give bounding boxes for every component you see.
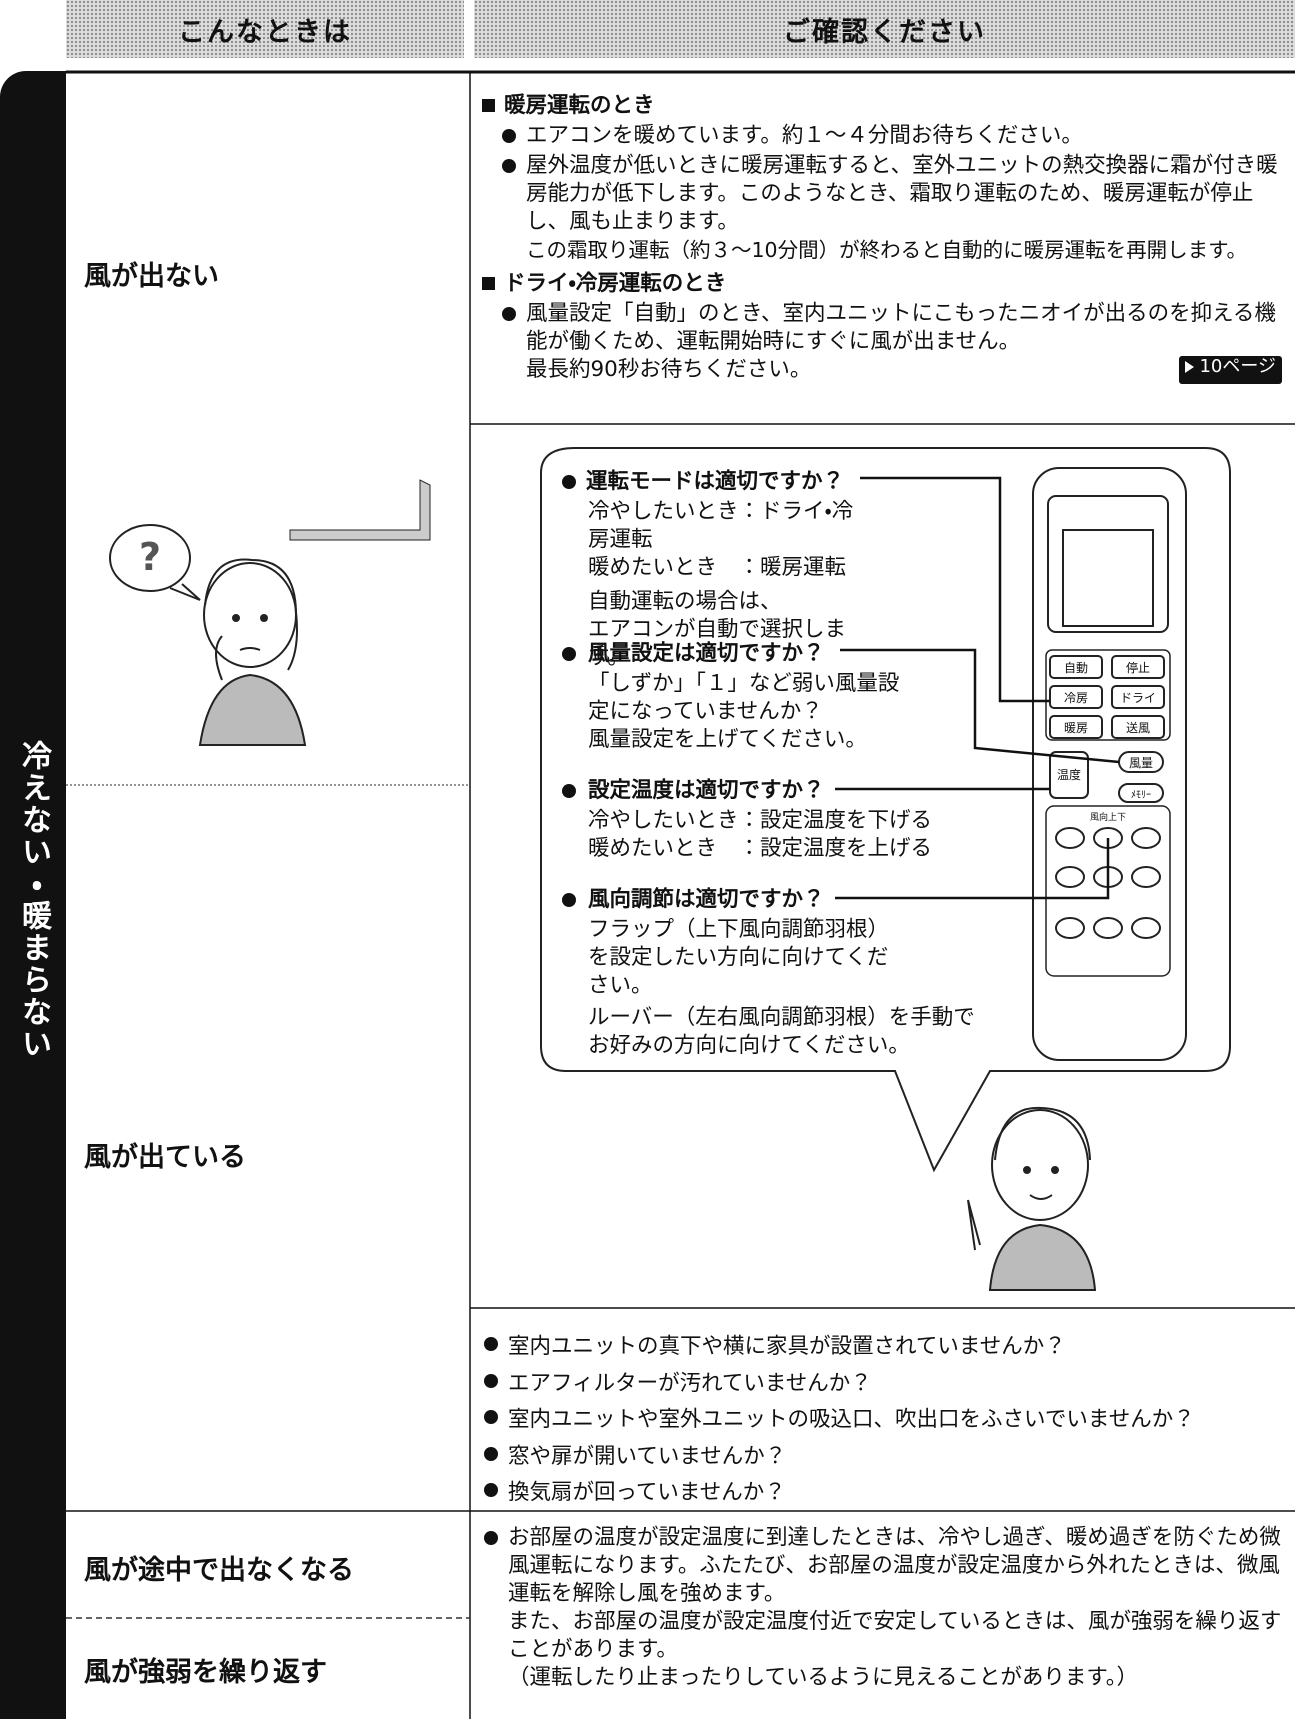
bullet: お部屋の温度が設定温度に到達したときは、冷やし過ぎ、暖め過ぎを防ぐため微風運転に… [482,1524,1282,1692]
bullet: 窓や扉が開いていませんか？ [482,1440,1282,1475]
text: 屋外温度が低いときに暖房運転すると、室外ユニットの熱交換器に霜が付き暖房能力が低… [526,153,1278,234]
symptom: 風が出ている [84,1142,246,1173]
text: （運転したり止まったりしているように見えることがあります。） [508,1665,1138,1690]
section-heading: ドライ・冷房運転のとき [482,270,1282,298]
section-heading: 暖房運転のとき [482,92,1282,120]
check-line: フラップ（上下風向調節羽根）を設定したい方向に向けてください。 [588,917,890,998]
check-line: 自動運転の場合は、 [588,589,782,614]
check-line: ルーバー（左右風向調節羽根）を手動でお好みの方向に向けてください。 [588,1005,975,1058]
bullet: 換気扇が回っていませんか？ [482,1476,1282,1511]
row1-content: 暖房運転のとき エアコンを暖めています。約１～４分間お待ちください。 屋外温度が… [482,92,1282,386]
bullet: エアコンを暖めています。約１～４分間お待ちください。 [500,122,1282,150]
header-right: ご確認ください [474,0,1295,58]
remote-button: 暖房 [1064,721,1088,735]
bullet: 屋外温度が低いときに暖房運転すると、室外ユニットの熱交換器に霜が付き暖房能力が低… [500,152,1282,264]
category-label: 冷えない・暖まらない [16,740,51,1060]
bullet: 風量設定「自動」のとき、室内ユニットにこもったニオイが出るのを抑える機能が働くた… [500,300,1282,384]
check-line: エアコンが自動で選択します。 [588,617,847,670]
check: 風量設定は適切ですか？ 「しずか」「１」など弱い風量設定になっていませんか？ 風… [560,638,960,754]
remote-button: 停止 [1126,661,1150,675]
remote-button: 温度 [1057,768,1081,782]
bullet: 室内ユニットの真下や横に家具が設置されていませんか？ [482,1330,1282,1365]
remote-button: 風量 [1129,756,1153,770]
remote-button: 送風 [1126,720,1150,735]
check-line: 冷やしたいとき：ドライ・冷房運転 [588,499,854,552]
check-question: 風量設定は適切ですか？ [560,640,960,668]
bullet: 室内ユニットや室外ユニットの吸込口、吹出口をふさいでいませんか？ [482,1403,1282,1438]
question-mark: ? [139,535,161,579]
remote-button: 風向上下 [1090,811,1126,823]
header-left: こんなときは [66,0,464,58]
symptom: 風が途中で出なくなる [84,1555,354,1586]
remote-button: 冷房 [1064,691,1088,705]
text: お部屋の温度が設定温度に到達したときは、冷やし過ぎ、暖め過ぎを防ぐため微風運転に… [508,1525,1281,1606]
text: この霜取り運転（約３～10分間）が終わると自動的に暖房運転を再開します。 [526,238,1248,262]
check: 運転モードは適切ですか？ 冷やしたいとき：ドライ・冷房運転 暖めたいとき ：暖房… [560,466,860,672]
check-line: 「しずか」「１」など弱い風量設定になっていませんか？ [588,671,900,724]
symptom: 風が出ない [84,261,219,292]
remote-button: ﾒﾓﾘｰ [1131,790,1151,801]
text: 最長約90秒お待ちください。 [526,357,812,382]
check-question: 設定温度は適切ですか？ [560,777,960,805]
remote-button: 自動 [1064,661,1088,675]
check: 設定温度は適切ですか？ 冷やしたいとき：設定温度を下げる 暖めたいとき ：設定温… [560,775,960,863]
check-line: 暖めたいとき ：設定温度を上げる [588,836,933,861]
checklist: 室内ユニットの真下や横に家具が設置されていませんか？ エアフィルターが汚れていま… [482,1328,1282,1513]
row3-content: お部屋の温度が設定温度に到達したときは、冷やし過ぎ、暖め過ぎを防ぐため微風運転に… [482,1522,1282,1694]
check: 風向調節は適切ですか？ フラップ（上下風向調節羽根）を設定したい方向に向けてくだ… [560,884,975,1060]
side-bar [0,71,66,1719]
text: また、お部屋の温度が設定温度付近で安定しているときは、風が強弱を繰り返すことがあ… [508,1609,1282,1662]
line: 最長約90秒お待ちください。 10ページ [526,356,1282,384]
symptom: 風が強弱を繰り返す [84,1657,327,1688]
text: エアコンを暖めています。約１～４分間お待ちください。 [526,123,1083,148]
check-line: 暖めたいとき ：暖房運転 [588,555,847,580]
check-line: 風量設定を上げてください。 [588,727,867,752]
check-line: 冷やしたいとき：設定温度を下げる [588,808,933,833]
remote-button: ドライ [1120,691,1156,705]
check-question: 風向調節は適切ですか？ [560,886,960,914]
text: 風量設定「自動」のとき、室内ユニットにこもったニオイが出るのを抑える機能が働くた… [526,301,1276,354]
check-question: 運転モードは適切ですか？ [560,468,860,496]
page-ref: 10ページ [1179,356,1282,384]
bullet: エアフィルターが汚れていませんか？ [482,1367,1282,1402]
